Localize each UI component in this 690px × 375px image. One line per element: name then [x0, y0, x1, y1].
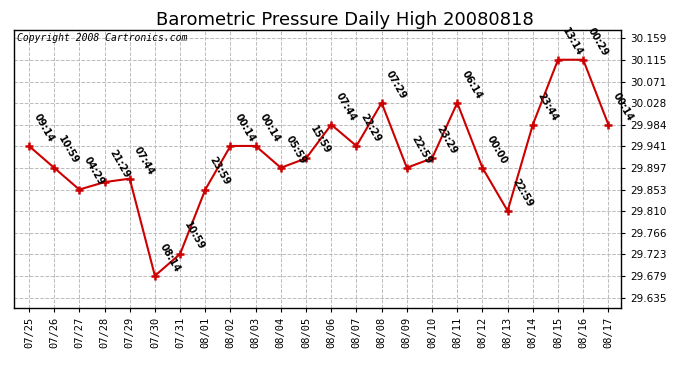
Text: Barometric Pressure Daily High 20080818: Barometric Pressure Daily High 20080818: [156, 11, 534, 29]
Text: 13:14: 13:14: [560, 26, 584, 57]
Text: 07:44: 07:44: [132, 145, 157, 177]
Text: 22:59: 22:59: [510, 177, 534, 209]
Text: 06:14: 06:14: [460, 69, 484, 100]
Text: 10:59: 10:59: [57, 134, 81, 165]
Text: 21:29: 21:29: [107, 148, 131, 180]
Text: 22:59: 22:59: [409, 134, 433, 165]
Text: 09:14: 09:14: [32, 112, 56, 144]
Text: 07:29: 07:29: [384, 69, 408, 100]
Text: 00:29: 00:29: [586, 26, 610, 57]
Text: 22:29: 22:29: [359, 112, 383, 144]
Text: 00:14: 00:14: [611, 91, 635, 122]
Text: 23:44: 23:44: [535, 91, 560, 122]
Text: Copyright 2008 Cartronics.com: Copyright 2008 Cartronics.com: [17, 33, 187, 43]
Text: 10:59: 10:59: [183, 220, 207, 252]
Text: 08:14: 08:14: [157, 242, 181, 274]
Text: 23:59: 23:59: [208, 156, 232, 188]
Text: 15:59: 15:59: [308, 124, 333, 156]
Text: 23:29: 23:29: [435, 124, 459, 156]
Text: 00:14: 00:14: [233, 112, 257, 144]
Text: 04:29: 04:29: [82, 156, 106, 188]
Text: 00:00: 00:00: [485, 134, 509, 165]
Text: 00:14: 00:14: [258, 112, 282, 144]
Text: 05:59: 05:59: [284, 134, 308, 165]
Text: 07:44: 07:44: [334, 91, 358, 122]
